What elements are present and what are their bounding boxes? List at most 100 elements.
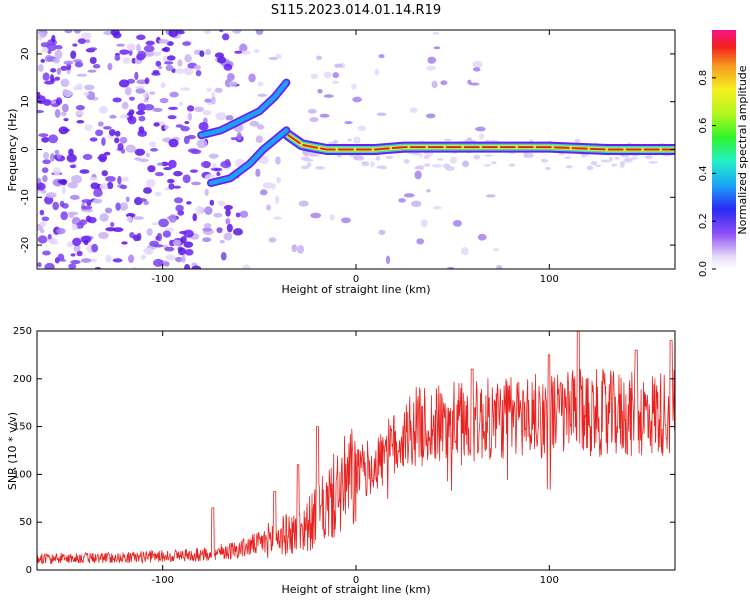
- spectrum-noise-blob: [472, 67, 481, 72]
- spectrum-noise-blob: [175, 204, 184, 212]
- spectrum-noise-blob: [483, 164, 492, 167]
- spectrum-noise-blob: [57, 253, 65, 262]
- spectrum-noise-blob: [61, 186, 66, 195]
- spectrum-noise-blob: [230, 137, 238, 141]
- spectrum-noise-blob: [590, 160, 598, 166]
- spectrum-noise-blob: [89, 176, 98, 181]
- spectrum-noise-blob: [47, 49, 52, 55]
- spectrum-noise-blob: [275, 156, 281, 165]
- spectrum-noise-blob: [226, 223, 233, 233]
- spectrum-noise-blob: [545, 166, 551, 171]
- spectrum-noise-blob: [83, 239, 89, 246]
- spectrum-noise-blob: [329, 214, 335, 221]
- spectrum-noise-blob: [523, 151, 529, 156]
- spectrum-noise-blob: [143, 187, 152, 194]
- spectrum-noise-blob: [109, 114, 117, 119]
- spectrum-noise-blob: [166, 55, 176, 61]
- spectrum-noise-blob: [425, 189, 431, 193]
- spectrum-noise-blob: [99, 183, 108, 190]
- spectrum-noise-blob: [184, 263, 191, 269]
- spectrum-noise-blob: [275, 53, 282, 59]
- spectrum-noise-blob: [136, 43, 141, 53]
- spectrum-ridges: [197, 78, 675, 187]
- spectrum-noise-blob: [565, 165, 573, 169]
- spectrum-noise-blob: [44, 54, 53, 63]
- spectrum-noise-blob: [114, 52, 121, 57]
- spectrum-noise-blob: [61, 103, 69, 113]
- spectrum-noise-blob: [142, 90, 150, 99]
- spectrum-noise-blob: [154, 191, 162, 197]
- spectrum-noise-blob: [223, 232, 233, 241]
- spectrum-x-label: Height of straight line (km): [281, 283, 430, 296]
- spectrum-noise-blob: [125, 196, 130, 203]
- spectrum-noise-blob: [219, 30, 224, 33]
- spectrum-noise-blob: [69, 194, 80, 200]
- spectrum-noise-blob: [473, 154, 481, 160]
- spectrum-noise-blob: [208, 153, 219, 159]
- spectrum-noise-blob: [478, 133, 485, 140]
- spectrum-noise-blob: [40, 42, 50, 48]
- x-tick-label: 100: [540, 575, 559, 586]
- spectrum-noise-blob: [323, 71, 332, 79]
- spectrum-noise-blob: [103, 151, 111, 156]
- spectrum-noise-blob: [309, 117, 319, 123]
- spectrum-noise-blob: [307, 108, 317, 114]
- y-tick-label: 20: [20, 48, 31, 61]
- spectrum-noise-blob: [417, 165, 425, 171]
- colorbar-ticks: 0.0 0.2 0.4 0.6 0.8: [698, 70, 716, 277]
- spectrum-noise-blob: [225, 218, 231, 225]
- spectrum-noise-blob: [91, 243, 99, 253]
- spectrum-ridge-mid: [199, 80, 289, 138]
- spectrum-noise-blob: [104, 207, 113, 214]
- spectrum-noise-blob: [168, 30, 179, 38]
- spectrum-noise-blob: [416, 238, 425, 245]
- spectrum-noise-blob: [189, 169, 198, 173]
- spectrum-noise-blob: [155, 60, 162, 67]
- spectrum-noise-blob: [48, 134, 59, 144]
- snr-plot-area: [37, 331, 675, 565]
- spectrum-noise-blob: [67, 182, 79, 189]
- spectrum-noise-blob: [167, 216, 176, 220]
- spectrum-noise-blob: [270, 183, 276, 190]
- x-tick-label: 0: [353, 575, 359, 586]
- spectrum-noise-blob: [99, 213, 109, 222]
- spectrum-noise-blob: [39, 221, 47, 227]
- spectrum-noise-blob: [144, 77, 150, 85]
- spectrum-noise-blob: [344, 121, 353, 125]
- spectrum-noise-blob: [43, 99, 52, 106]
- spectrum-noise-blob: [225, 115, 234, 121]
- y-tick-label: 0: [20, 146, 31, 152]
- spectrum-noise-blob: [143, 98, 149, 103]
- y-tick-label: -20: [20, 237, 31, 253]
- spectrum-noise-blob: [648, 161, 659, 164]
- spectrum-noise-blob: [39, 209, 45, 216]
- spectrum-noise-blob: [414, 170, 422, 180]
- spectrum-noise-blob: [52, 167, 61, 176]
- spectrum-noise-blob: [45, 192, 57, 199]
- spectrum-noise-blob: [296, 245, 305, 254]
- spectrum-noise-blob: [83, 91, 90, 96]
- spectrum-noise-blob: [375, 155, 381, 161]
- spectrum-noise-blob: [204, 98, 212, 103]
- spectrum-noise-blob: [143, 104, 155, 111]
- colorbar-gradient: [712, 30, 736, 269]
- y-tick-label: 200: [13, 374, 32, 385]
- spectrum-noise-blob: [202, 109, 212, 116]
- spectrum-noise-blob: [205, 49, 211, 56]
- spectrum-noise-blob: [79, 169, 90, 174]
- spectrum-noise-blob: [128, 254, 135, 264]
- spectrum-noise-blob: [594, 164, 602, 167]
- spectrum-noise-blob: [331, 80, 339, 85]
- spectrum-noise-blob: [147, 165, 156, 173]
- spectrum-noise-blob: [374, 68, 380, 76]
- spectrum-noise-blob: [623, 157, 633, 163]
- spectrum-noise-blob: [52, 201, 60, 211]
- spectrum-noise-blob: [148, 141, 157, 148]
- spectrum-noise-blob: [52, 57, 60, 64]
- spectrum-noise-blob: [138, 115, 146, 122]
- spectrum-noise-blob: [475, 126, 486, 132]
- spectrum-noise-blob: [62, 88, 69, 97]
- spectrum-noise-blob: [600, 159, 611, 163]
- spectrum-noise-blob: [306, 162, 312, 167]
- spectrum-noise-blob: [115, 202, 121, 211]
